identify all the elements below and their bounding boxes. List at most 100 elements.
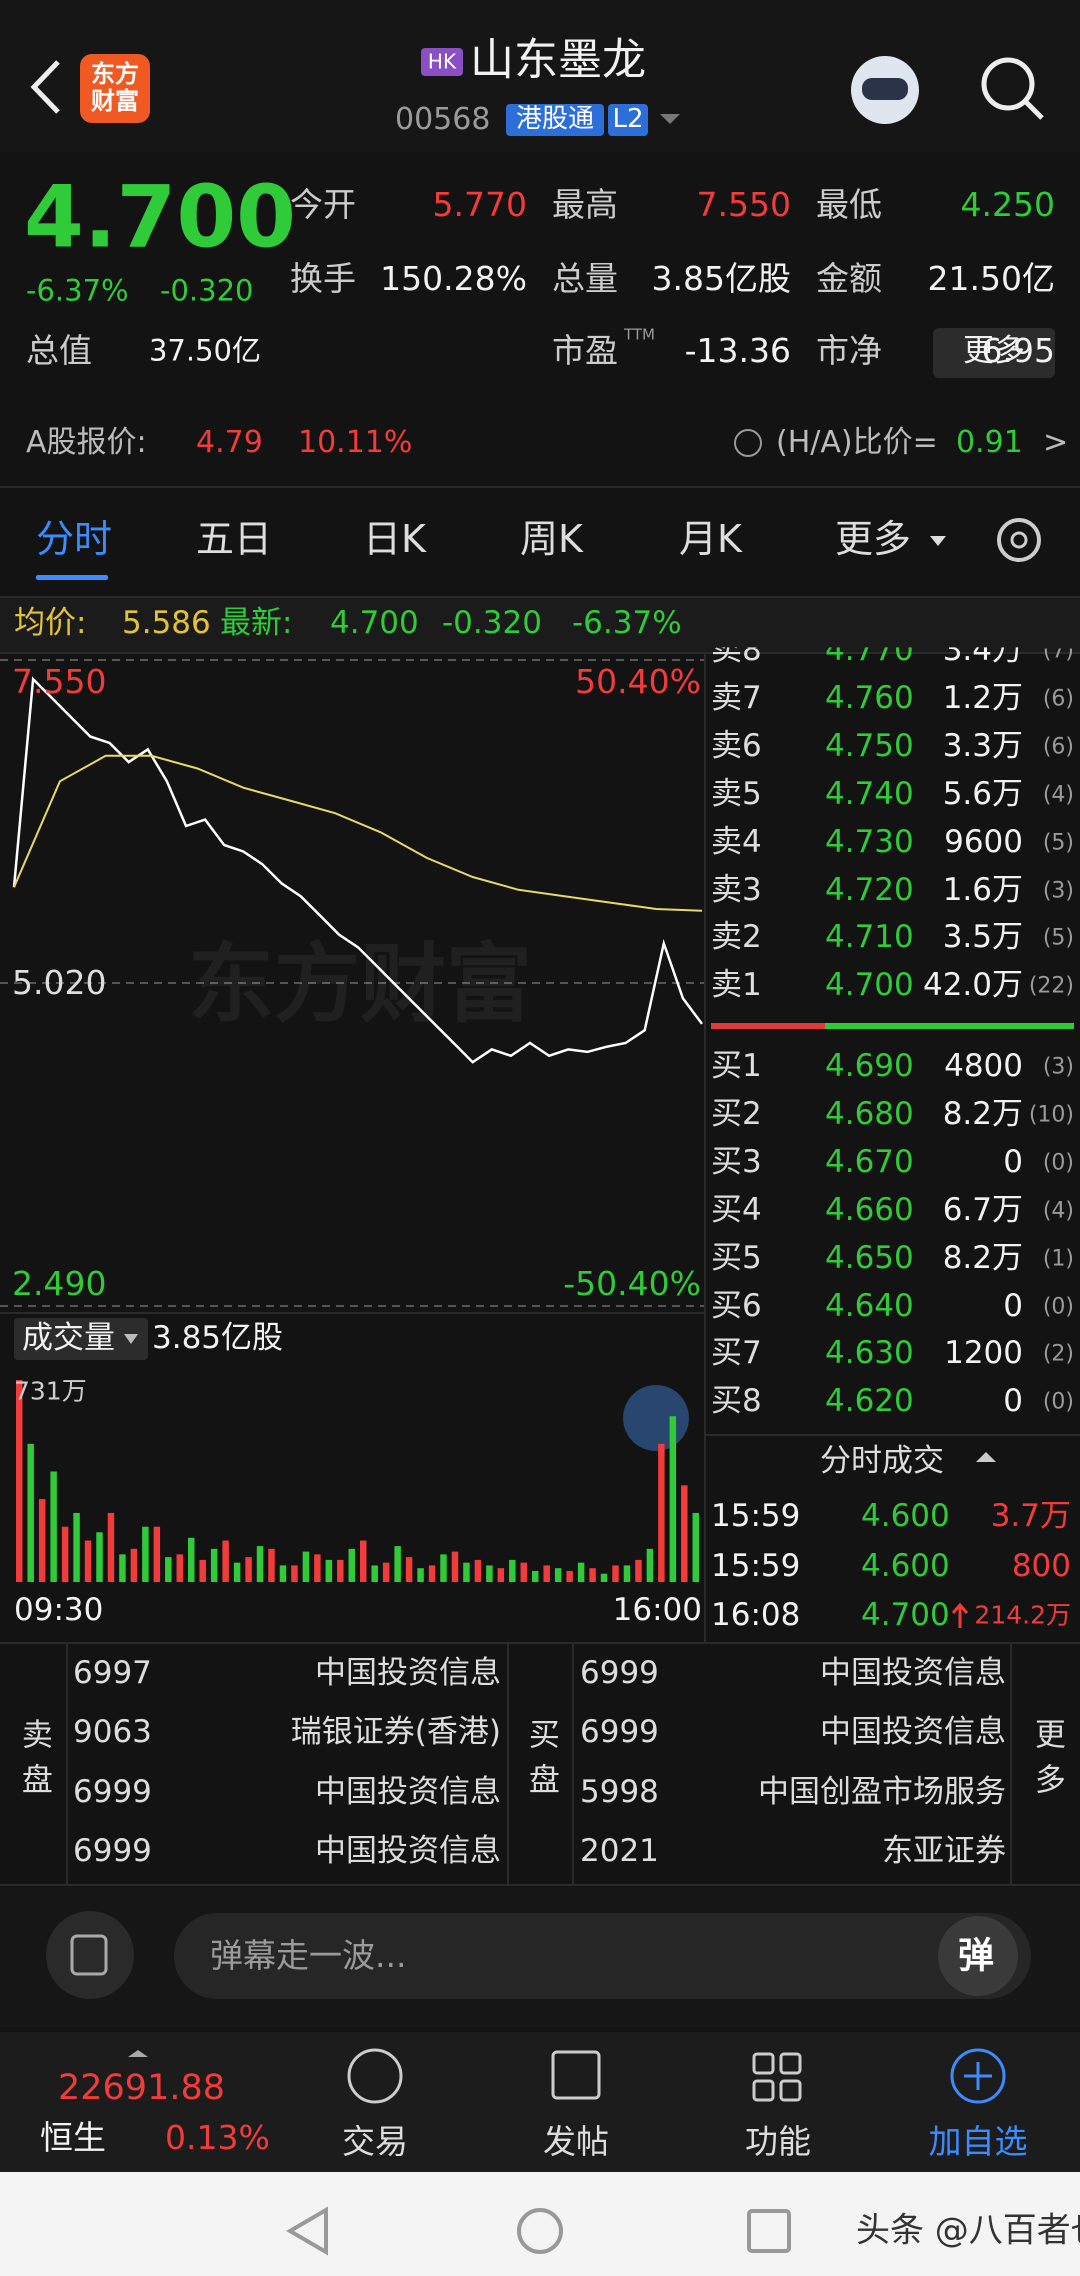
expand-icon[interactable] — [623, 1385, 689, 1451]
nav-back[interactable] — [286, 2206, 328, 2256]
more-button[interactable] — [933, 328, 1055, 378]
book-label: 卖5 — [711, 775, 762, 812]
avg-value: 5.586 — [122, 605, 211, 642]
broker-name: 中国创盈市场服务 — [758, 1773, 1006, 1810]
book-volume: 8.2万 — [942, 1239, 1023, 1276]
field-value: 7.550 — [696, 185, 791, 225]
book-volume: 0 — [1003, 1143, 1023, 1180]
sort-icon[interactable] — [976, 1452, 996, 1462]
volume-bar — [692, 1512, 699, 1582]
summary-band — [0, 598, 1080, 652]
book-volume: 42.0万 — [922, 967, 1023, 1004]
volume-bar — [314, 1554, 321, 1582]
comment-input[interactable] — [174, 1913, 1031, 1999]
book-price: 4.700 — [825, 967, 914, 1004]
more-label[interactable]: 更多 — [1028, 1718, 1065, 1808]
watermark: 东方财富 — [188, 934, 532, 1035]
book-price: 4.750 — [825, 727, 914, 764]
broker-name: 中国投资信息 — [315, 1655, 501, 1692]
book-price: 4.710 — [825, 919, 914, 956]
volume-dropdown — [124, 1334, 138, 1344]
volume-bar — [428, 1565, 436, 1582]
a-share-pct: 10.11% — [298, 424, 413, 460]
field-value: 5.770 — [432, 185, 527, 225]
more-button-text[interactable]: 更多 — [963, 333, 1025, 370]
field-value: 3.85亿股 — [651, 259, 791, 299]
tab[interactable]: 周K — [520, 517, 583, 562]
book-count: (7) — [1042, 638, 1074, 664]
comment-placeholder[interactable]: 弹幕走一波... — [210, 1936, 407, 1976]
dropdown-icon[interactable] — [660, 114, 680, 124]
volume-bar — [256, 1546, 264, 1582]
danmaku-text[interactable]: 弹 — [957, 1935, 995, 1977]
func-icon — [779, 2079, 802, 2102]
volume-bar — [566, 1570, 573, 1582]
help-icon[interactable] — [734, 429, 762, 457]
field-label: 换手 — [290, 259, 356, 299]
nav-item[interactable]: 加自选 — [928, 2122, 1028, 2162]
tab[interactable]: 五日 — [196, 517, 273, 562]
volume-bar — [210, 1548, 218, 1582]
book-count: (1) — [1042, 1245, 1074, 1271]
field-value: -13.36 — [684, 331, 791, 371]
tab[interactable]: 更多 — [835, 517, 912, 562]
book-count: (4) — [1042, 1198, 1074, 1224]
tab-underline — [36, 575, 108, 580]
change: -0.320 — [160, 273, 254, 308]
tab[interactable]: 日K — [363, 517, 426, 562]
book-volume: 4800 — [944, 1048, 1023, 1085]
volume-bar — [405, 1557, 413, 1582]
nav-item[interactable]: 功能 — [745, 2122, 811, 2162]
back-icon[interactable] — [30, 60, 60, 114]
book-price: 4.650 — [825, 1239, 914, 1276]
field-label: 市净 — [816, 331, 882, 371]
field-value: 21.50亿 — [927, 259, 1055, 299]
broker-name: 瑞银证券(香港) — [290, 1714, 501, 1751]
book-price: 4.640 — [825, 1287, 914, 1324]
nav-home[interactable] — [517, 2208, 563, 2254]
book-volume: 5.6万 — [942, 775, 1023, 812]
post-icon — [551, 2050, 601, 2100]
book-label: 卖6 — [711, 727, 762, 764]
func-icon — [779, 2052, 802, 2075]
nav-recent[interactable] — [747, 2209, 791, 2253]
market-badge — [421, 48, 463, 76]
search-icon[interactable] — [981, 57, 1035, 111]
ratio-arrow[interactable]: > — [1043, 424, 1069, 460]
book-count: (0) — [1042, 1293, 1074, 1319]
book-count: (10) — [1028, 1102, 1074, 1128]
volume-selector[interactable] — [14, 1318, 148, 1360]
tab[interactable]: 分时 — [36, 517, 113, 562]
field-label: 总量 — [552, 259, 618, 299]
avg-label: 均价: — [14, 605, 87, 642]
book-price: 4.730 — [825, 823, 914, 860]
danmaku-button[interactable] — [938, 1916, 1018, 1996]
volume-bar — [38, 1499, 46, 1582]
index-value[interactable]: 22691.88 — [58, 2067, 226, 2108]
divider — [0, 1884, 1080, 1886]
compose-icon[interactable] — [46, 1911, 134, 1999]
tab[interactable]: 月K — [679, 517, 742, 562]
compose-glyph — [70, 1934, 108, 1976]
divider — [66, 1642, 68, 1884]
nav-item[interactable]: 发帖 — [543, 2122, 609, 2162]
book-label: 卖3 — [711, 871, 762, 908]
volume-bar — [325, 1559, 333, 1582]
book-volume: 6.7万 — [942, 1191, 1023, 1228]
book-price: 4.680 — [825, 1096, 914, 1133]
a-share-label: A股报价: — [26, 424, 147, 460]
settings-icon[interactable] — [997, 518, 1041, 562]
nav-item[interactable]: 交易 — [342, 2122, 408, 2162]
book-volume: 1200 — [944, 1335, 1023, 1372]
book-volume: 0 — [1003, 1383, 1023, 1420]
broker-name: 东亚证券 — [882, 1833, 1006, 1870]
volume-title: 成交量 — [22, 1320, 115, 1357]
book-volume: 3.5万 — [942, 919, 1023, 956]
trade-price: 4.600 — [861, 1498, 950, 1535]
volume-bar — [509, 1559, 516, 1582]
add-plus — [964, 2062, 992, 2090]
book-label: 买4 — [711, 1191, 762, 1228]
volume-bar — [520, 1562, 527, 1582]
divider — [0, 652, 1080, 654]
book-volume: 1.2万 — [942, 680, 1023, 717]
